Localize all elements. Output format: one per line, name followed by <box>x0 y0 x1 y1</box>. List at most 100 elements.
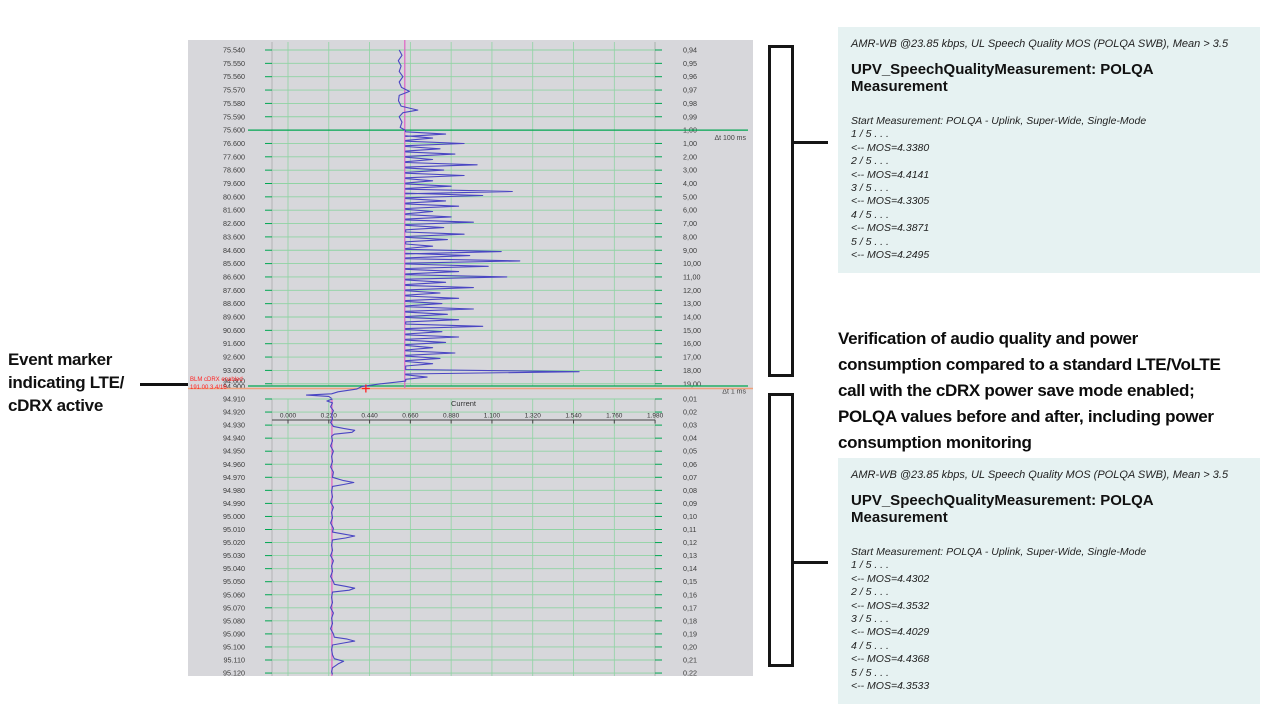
bracket-bottom-connector <box>794 561 828 564</box>
svg-text:12,00: 12,00 <box>683 286 701 295</box>
svg-text:94.950: 94.950 <box>223 447 245 456</box>
svg-text:76.600: 76.600 <box>223 139 245 148</box>
svg-text:0.660: 0.660 <box>402 413 419 420</box>
svg-text:95.010: 95.010 <box>223 525 245 534</box>
svg-text:79.600: 79.600 <box>223 179 245 188</box>
svg-text:94.600: 94.600 <box>223 376 245 385</box>
svg-text:0,13: 0,13 <box>683 551 697 560</box>
svg-text:1.760: 1.760 <box>606 413 623 420</box>
svg-text:0.880: 0.880 <box>443 413 460 420</box>
svg-text:80.600: 80.600 <box>223 192 245 201</box>
svg-text:75.580: 75.580 <box>223 99 245 108</box>
svg-text:75.600: 75.600 <box>223 126 245 135</box>
svg-text:90.600: 90.600 <box>223 326 245 335</box>
polqa-console-top: Start Measurement: POLQA - Uplink, Super… <box>851 115 1147 262</box>
svg-text:2,00: 2,00 <box>683 152 697 161</box>
svg-text:0,99: 0,99 <box>683 112 697 121</box>
svg-text:0,07: 0,07 <box>683 473 697 482</box>
svg-text:4,00: 4,00 <box>683 179 697 188</box>
svg-text:5,00: 5,00 <box>683 192 697 201</box>
svg-text:75.570: 75.570 <box>223 86 245 95</box>
svg-text:1.980: 1.980 <box>647 413 664 420</box>
svg-text:0,05: 0,05 <box>683 447 697 456</box>
svg-text:94.920: 94.920 <box>223 408 245 417</box>
polqa-heading-top: UPV_SpeechQualityMeasurement: POLQA Meas… <box>851 61 1154 95</box>
bracket-top-connector <box>794 141 828 144</box>
svg-text:83.600: 83.600 <box>223 232 245 241</box>
svg-text:84.600: 84.600 <box>223 246 245 255</box>
svg-text:95.000: 95.000 <box>223 512 245 521</box>
event-marker-note: Event marker indicating LTE/ cDRX active <box>8 350 125 415</box>
svg-text:8,00: 8,00 <box>683 232 697 241</box>
svg-text:0,14: 0,14 <box>683 564 697 573</box>
svg-text:0,19: 0,19 <box>683 629 697 638</box>
svg-text:0,20: 0,20 <box>683 642 697 651</box>
svg-text:0.000: 0.000 <box>280 413 297 420</box>
svg-text:95.090: 95.090 <box>223 629 245 638</box>
svg-text:0,18: 0,18 <box>683 616 697 625</box>
svg-text:95.120: 95.120 <box>223 669 245 676</box>
svg-text:1.320: 1.320 <box>525 413 542 420</box>
svg-text:0,16: 0,16 <box>683 590 697 599</box>
svg-text:1,00: 1,00 <box>683 139 697 148</box>
svg-text:75.550: 75.550 <box>223 59 245 68</box>
svg-text:77.600: 77.600 <box>223 152 245 161</box>
svg-text:91.600: 91.600 <box>223 339 245 348</box>
svg-text:82.600: 82.600 <box>223 219 245 228</box>
bracket-bottom <box>768 393 794 667</box>
svg-text:19,00: 19,00 <box>683 379 701 388</box>
svg-text:75.540: 75.540 <box>223 46 245 55</box>
svg-text:94.910: 94.910 <box>223 395 245 404</box>
polqa-subtitle-top: AMR-WB @23.85 kbps, UL Speech Quality MO… <box>851 38 1229 50</box>
svg-text:0,03: 0,03 <box>683 421 697 430</box>
svg-text:10,00: 10,00 <box>683 259 701 268</box>
svg-text:95.080: 95.080 <box>223 616 245 625</box>
svg-text:0,97: 0,97 <box>683 86 697 95</box>
measurement-chart: 75.540 0,94 75.550 0,95 75.560 0,96 75.570 0,97… <box>188 40 753 676</box>
svg-text:95.020: 95.020 <box>223 538 245 547</box>
svg-text:0,22: 0,22 <box>683 669 697 676</box>
svg-text:92.600: 92.600 <box>223 353 245 362</box>
svg-text:0,98: 0,98 <box>683 99 697 108</box>
svg-text:95.060: 95.060 <box>223 590 245 599</box>
svg-text:0,09: 0,09 <box>683 499 697 508</box>
svg-text:95.050: 95.050 <box>223 577 245 586</box>
bracket-top <box>768 45 794 377</box>
svg-text:0,15: 0,15 <box>683 577 697 586</box>
svg-text:95.070: 95.070 <box>223 603 245 612</box>
svg-text:85.600: 85.600 <box>223 259 245 268</box>
svg-text:0,21: 0,21 <box>683 656 697 665</box>
svg-text:94.940: 94.940 <box>223 434 245 443</box>
svg-text:0,04: 0,04 <box>683 434 697 443</box>
svg-text:89.600: 89.600 <box>223 313 245 322</box>
verification-note: Verification of audio quality and power … <box>838 329 1221 452</box>
svg-text:81.600: 81.600 <box>223 206 245 215</box>
svg-text:6,00: 6,00 <box>683 206 697 215</box>
svg-text:75.590: 75.590 <box>223 112 245 121</box>
svg-text:1.100: 1.100 <box>484 413 501 420</box>
svg-text:BLM cDRX enabled: BLM cDRX enabled <box>190 377 243 383</box>
svg-text:94.970: 94.970 <box>223 473 245 482</box>
svg-text:95.110: 95.110 <box>224 656 245 665</box>
polqa-console-bottom: Start Measurement: POLQA - Uplink, Super… <box>851 546 1147 693</box>
svg-text:94.980: 94.980 <box>223 486 245 495</box>
svg-text:0.220: 0.220 <box>321 413 338 420</box>
svg-text:191.00 3.4/16: 191.00 3.4/16 <box>190 385 227 391</box>
svg-text:16,00: 16,00 <box>683 339 701 348</box>
svg-text:95.100: 95.100 <box>223 642 245 651</box>
svg-text:86.600: 86.600 <box>223 272 245 281</box>
svg-text:13,00: 13,00 <box>683 299 701 308</box>
svg-text:88.600: 88.600 <box>223 299 245 308</box>
svg-text:15,00: 15,00 <box>683 326 701 335</box>
svg-text:87.600: 87.600 <box>223 286 245 295</box>
svg-text:78.600: 78.600 <box>223 166 245 175</box>
svg-text:75.560: 75.560 <box>223 72 245 81</box>
chart-svg: 75.540 0,94 75.550 0,95 75.560 0,96 75.570 0,97… <box>188 40 753 676</box>
svg-text:93.600: 93.600 <box>223 366 245 375</box>
svg-text:0,02: 0,02 <box>683 408 697 417</box>
svg-text:0,10: 0,10 <box>683 512 697 521</box>
svg-text:0,08: 0,08 <box>683 486 697 495</box>
svg-text:9,00: 9,00 <box>683 246 697 255</box>
polqa-heading-bottom: UPV_SpeechQualityMeasurement: POLQA Meas… <box>851 492 1154 526</box>
